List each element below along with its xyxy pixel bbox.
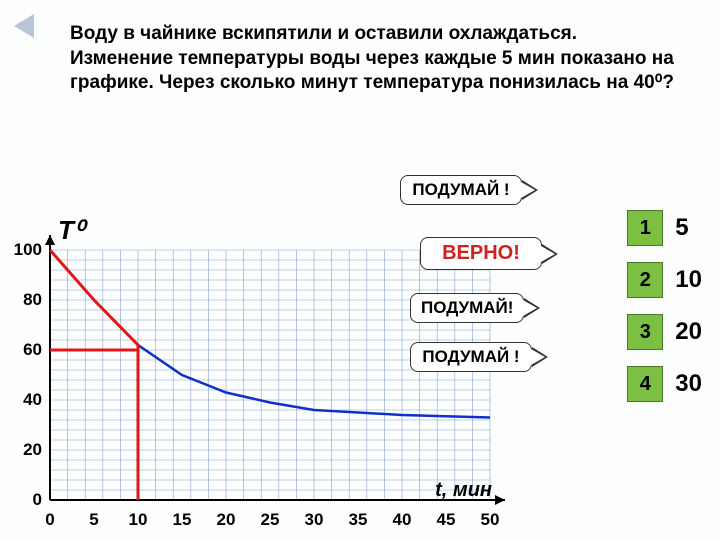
y-tick-label: 0 bbox=[33, 490, 42, 510]
answer-button-1[interactable]: 1 bbox=[627, 210, 663, 246]
x-tick-label: 25 bbox=[261, 510, 280, 530]
back-arrow-icon[interactable] bbox=[14, 14, 34, 38]
answer-button-2[interactable]: 2 bbox=[627, 262, 663, 298]
answer-value: 20 bbox=[675, 318, 702, 346]
answer-button-4[interactable]: 4 bbox=[627, 366, 663, 402]
bubble-think-3: ПОДУМАЙ ! bbox=[410, 342, 532, 372]
x-tick-label: 40 bbox=[393, 510, 412, 530]
y-tick-label: 60 bbox=[23, 340, 42, 360]
answers-panel: 1 5 2 10 3 20 4 30 bbox=[627, 210, 702, 418]
x-tick-label: 30 bbox=[305, 510, 324, 530]
x-tick-label: 10 bbox=[129, 510, 148, 530]
x-tick-label: 35 bbox=[349, 510, 368, 530]
chart-svg bbox=[0, 230, 510, 530]
answer-value: 30 bbox=[675, 370, 702, 398]
answer-value: 10 bbox=[675, 266, 702, 294]
bubble-think-1: ПОДУМАЙ ! bbox=[400, 175, 522, 205]
x-axis-title: t, мин bbox=[435, 479, 492, 502]
answer-row: 4 30 bbox=[627, 366, 702, 402]
answer-row: 3 20 bbox=[627, 314, 702, 350]
y-tick-label: 20 bbox=[23, 440, 42, 460]
y-tick-label: 80 bbox=[23, 290, 42, 310]
answer-row: 1 5 bbox=[627, 210, 702, 246]
x-tick-label: 5 bbox=[89, 510, 98, 530]
y-axis-title: T⁰ bbox=[58, 215, 84, 246]
question-text: Воду в чайнике вскипятили и оставили охл… bbox=[70, 22, 680, 96]
answer-button-3[interactable]: 3 bbox=[627, 314, 663, 350]
x-tick-label: 50 bbox=[481, 510, 500, 530]
bubble-think-2: ПОДУМАЙ! bbox=[410, 293, 524, 323]
y-tick-label: 100 bbox=[14, 240, 42, 260]
x-tick-label: 0 bbox=[45, 510, 54, 530]
chart: T⁰ t, мин 020406080100 05101520253035404… bbox=[0, 230, 510, 530]
x-tick-label: 15 bbox=[173, 510, 192, 530]
x-tick-label: 45 bbox=[437, 510, 456, 530]
answer-row: 2 10 bbox=[627, 262, 702, 298]
x-tick-label: 20 bbox=[217, 510, 236, 530]
answer-value: 5 bbox=[675, 214, 688, 242]
bubble-correct: ВЕРНО! bbox=[420, 237, 542, 270]
y-tick-label: 40 bbox=[23, 390, 42, 410]
